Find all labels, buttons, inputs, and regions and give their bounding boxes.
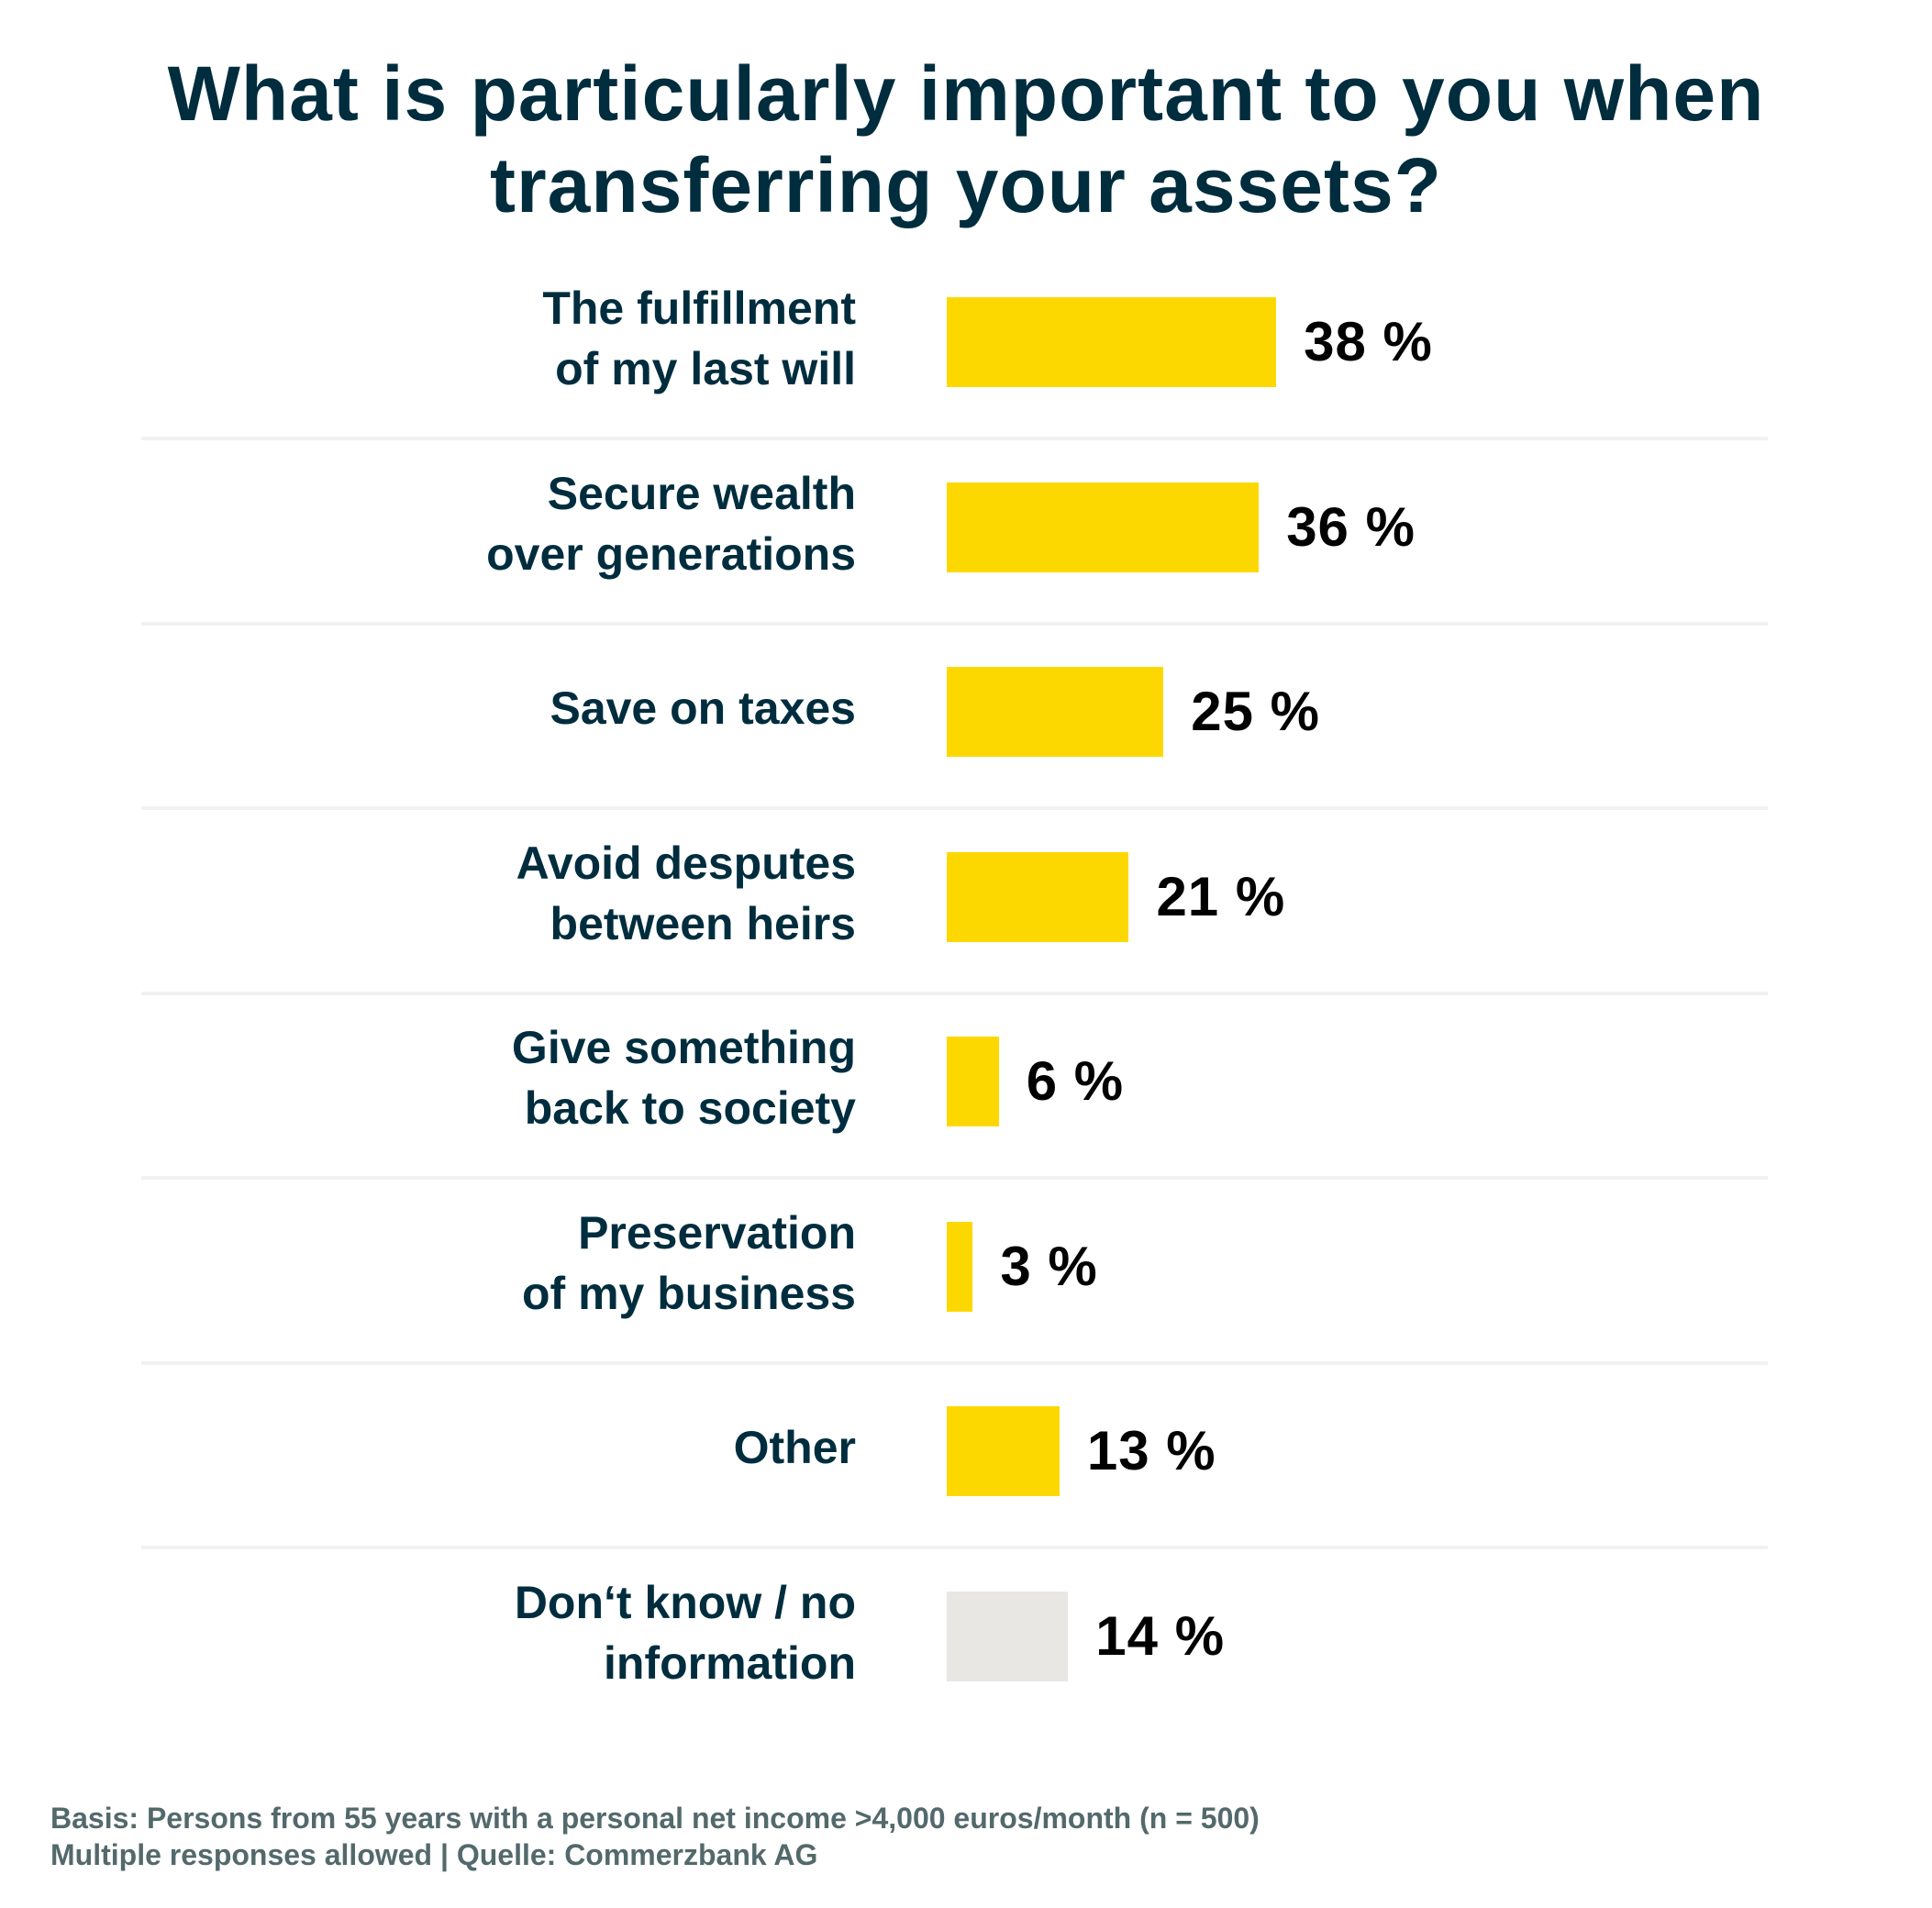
category-label: Preservation of my business: [522, 1206, 856, 1319]
bar: [947, 1221, 973, 1312]
category-label: Other: [733, 1422, 856, 1473]
bar: [947, 851, 1129, 942]
bar: [947, 667, 1164, 757]
row-separator: [141, 991, 1768, 995]
bar: [947, 297, 1277, 387]
category-label: The fulfillment of my last will: [542, 283, 856, 394]
bar: [947, 482, 1260, 572]
value-label: 36 %: [1286, 495, 1416, 558]
category-label: Save on taxes: [550, 682, 856, 734]
footer-basis-note: Basis: Persons from 55 years with a pers…: [50, 1802, 1260, 1835]
value-label: 3 %: [1000, 1235, 1098, 1297]
row-separator: [141, 1176, 1768, 1180]
category-label: Secure wealth over generations: [486, 467, 856, 580]
row-separator: [141, 621, 1768, 626]
row-separator: [141, 1546, 1768, 1549]
category-label: Don‘t know / no information: [514, 1576, 856, 1689]
row-separator: [141, 437, 1768, 440]
bar-chart: The fulfillment of my last will 38 % Secur…: [141, 283, 1768, 1689]
bar: [947, 1591, 1069, 1681]
bar: [947, 1406, 1060, 1496]
category-label: Avoid desputes between heirs: [516, 837, 856, 949]
bar: [947, 1037, 999, 1126]
value-label: 25 %: [1191, 681, 1321, 742]
row-separator: [141, 806, 1768, 810]
row-separator: [141, 1360, 1768, 1365]
chart-title-line-2: transferring your assets?: [489, 142, 1442, 228]
chart-title: What is particularly important to you wh…: [0, 48, 1932, 231]
category-label: Give something back to society: [511, 1022, 856, 1134]
value-label: 14 %: [1095, 1604, 1226, 1667]
value-label: 21 %: [1156, 865, 1286, 927]
value-label: 6 %: [1026, 1050, 1125, 1112]
value-label: 38 %: [1304, 311, 1433, 372]
chart-title-line-1: What is particularly important to you wh…: [167, 50, 1765, 137]
chart-footer: Basis: Persons from 55 years with a pers…: [50, 1800, 1260, 1873]
value-label: 13 %: [1086, 1420, 1216, 1481]
footer-source-note: Multiple responses allowed | Quelle: Com…: [50, 1838, 818, 1871]
